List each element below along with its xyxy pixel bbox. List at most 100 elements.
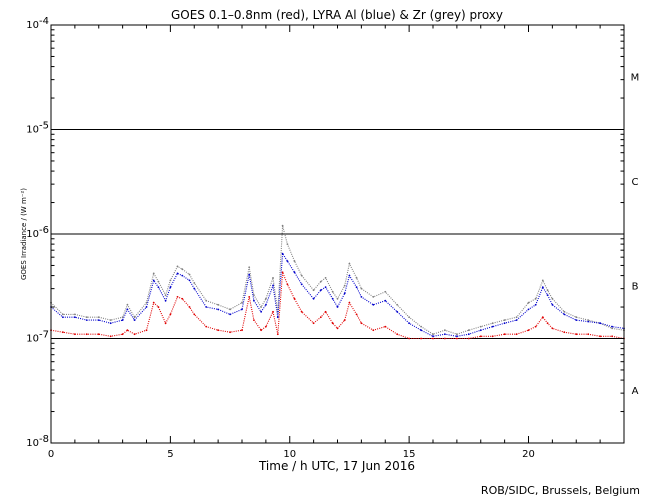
data-point xyxy=(205,306,208,308)
data-point xyxy=(360,287,363,290)
data-point xyxy=(611,327,613,330)
data-point xyxy=(312,322,315,325)
y-tick-label: 10 xyxy=(26,334,39,345)
data-point xyxy=(248,266,251,269)
data-point xyxy=(293,297,296,300)
credit-text: ROB/SIDC, Brussels, Belgium xyxy=(481,484,640,497)
data-point xyxy=(229,331,232,334)
y-tick-exponent: -7 xyxy=(39,330,49,341)
data-point xyxy=(121,333,124,336)
data-point xyxy=(97,319,100,321)
data-point xyxy=(355,313,358,316)
data-point xyxy=(229,308,232,311)
data-point xyxy=(85,316,88,319)
data-point xyxy=(355,286,358,289)
data-point xyxy=(384,290,387,293)
data-point xyxy=(205,299,208,302)
data-point xyxy=(193,287,196,290)
data-point xyxy=(293,260,296,262)
data-point xyxy=(217,329,220,332)
data-point xyxy=(253,299,255,302)
data-point xyxy=(343,319,346,321)
data-point xyxy=(62,331,64,334)
data-point xyxy=(515,316,518,319)
data-point xyxy=(456,337,458,340)
data-point xyxy=(265,297,267,300)
data-point xyxy=(286,260,289,262)
flare-class-label: C xyxy=(632,177,639,188)
data-point xyxy=(241,308,243,311)
data-point xyxy=(176,272,179,275)
data-point xyxy=(541,316,544,319)
data-point xyxy=(276,316,279,319)
flare-class-labels: A B C M xyxy=(631,73,640,397)
data-point xyxy=(126,303,129,306)
data-point xyxy=(265,325,267,328)
data-point xyxy=(563,331,566,334)
data-point xyxy=(217,303,220,306)
data-point xyxy=(420,337,422,340)
data-point xyxy=(319,316,322,319)
data-point xyxy=(575,333,578,336)
data-point xyxy=(286,283,289,286)
series-2 xyxy=(50,271,625,340)
data-point xyxy=(534,297,537,300)
data-point xyxy=(193,313,196,316)
data-point xyxy=(599,335,601,338)
data-point xyxy=(157,280,160,283)
data-point xyxy=(312,289,315,292)
x-tick-label: 15 xyxy=(403,449,416,460)
data-point xyxy=(343,292,346,295)
data-point xyxy=(157,306,160,308)
data-point xyxy=(109,335,112,338)
data-point xyxy=(432,333,434,336)
x-tick-label: 5 xyxy=(167,449,173,460)
data-point xyxy=(265,303,267,306)
data-point xyxy=(587,320,590,323)
data-point xyxy=(420,325,422,328)
data-point xyxy=(181,274,184,277)
data-point xyxy=(109,322,112,325)
data-point xyxy=(260,306,262,308)
data-point xyxy=(121,319,124,321)
data-point xyxy=(396,333,399,336)
data-point xyxy=(336,306,339,308)
data-point xyxy=(324,310,327,313)
data-point xyxy=(248,273,251,276)
data-point xyxy=(534,325,537,328)
data-point xyxy=(599,322,601,325)
data-point xyxy=(293,271,296,274)
data-point xyxy=(348,274,351,277)
data-point xyxy=(563,310,566,313)
data-point xyxy=(348,262,351,265)
data-point xyxy=(331,322,334,325)
data-point xyxy=(188,279,191,282)
data-point xyxy=(467,333,470,336)
data-point xyxy=(152,272,155,275)
series-layer xyxy=(50,224,625,340)
data-point xyxy=(479,325,482,328)
data-point xyxy=(193,282,196,284)
series-line xyxy=(50,225,625,335)
data-point xyxy=(272,284,274,287)
data-point xyxy=(319,280,322,283)
data-point xyxy=(152,279,155,282)
data-point xyxy=(420,329,422,332)
data-point xyxy=(491,322,494,325)
data-point xyxy=(300,274,303,277)
data-point xyxy=(281,224,284,227)
data-point xyxy=(276,333,279,336)
data-point xyxy=(384,299,387,302)
data-point xyxy=(62,313,64,316)
data-point xyxy=(229,313,232,316)
data-point xyxy=(408,316,410,319)
data-point xyxy=(164,322,167,325)
data-point xyxy=(164,294,167,296)
data-point xyxy=(541,286,544,289)
data-point xyxy=(164,299,167,302)
data-point xyxy=(479,335,482,338)
data-point xyxy=(527,301,530,304)
data-point xyxy=(157,286,160,289)
data-point xyxy=(319,289,322,292)
